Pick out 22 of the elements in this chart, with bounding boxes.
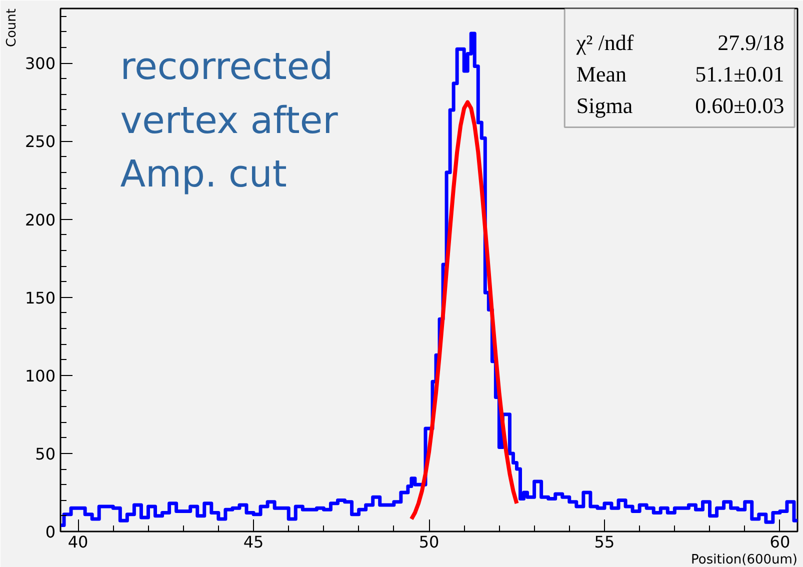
line-series — [409, 100, 519, 522]
annotation: Mean — [576, 61, 626, 86]
annotation: Sigma — [576, 92, 633, 118]
y-tick-label: 250 — [24, 132, 56, 152]
annotation: 51.1±0.01 — [695, 61, 784, 86]
y-tick-label: 50 — [35, 444, 56, 464]
annotation: χ² /ndf — [575, 30, 634, 55]
x-tick-label: 55 — [594, 532, 615, 552]
x-tick-label: 60 — [770, 532, 790, 552]
x-tick-label: 50 — [418, 532, 440, 552]
annotation: 0.60±0.03 — [695, 92, 784, 118]
y-tick-label: 100 — [24, 366, 56, 386]
x-tick-label: 40 — [68, 532, 88, 552]
y-tick-label: 200 — [24, 210, 56, 230]
annotation: 27.9/18 — [718, 30, 784, 55]
x-axis-title: Position(600um) — [691, 552, 798, 567]
y-tick-label: 150 — [24, 288, 56, 308]
y-tick-label: 0 — [45, 522, 56, 542]
annotation: recorrected vertex after Amp. cut — [120, 45, 339, 196]
x-tick-label: 45 — [243, 532, 264, 552]
y-axis-title: Count — [4, 8, 20, 48]
y-tick-label: 300 — [24, 54, 56, 74]
